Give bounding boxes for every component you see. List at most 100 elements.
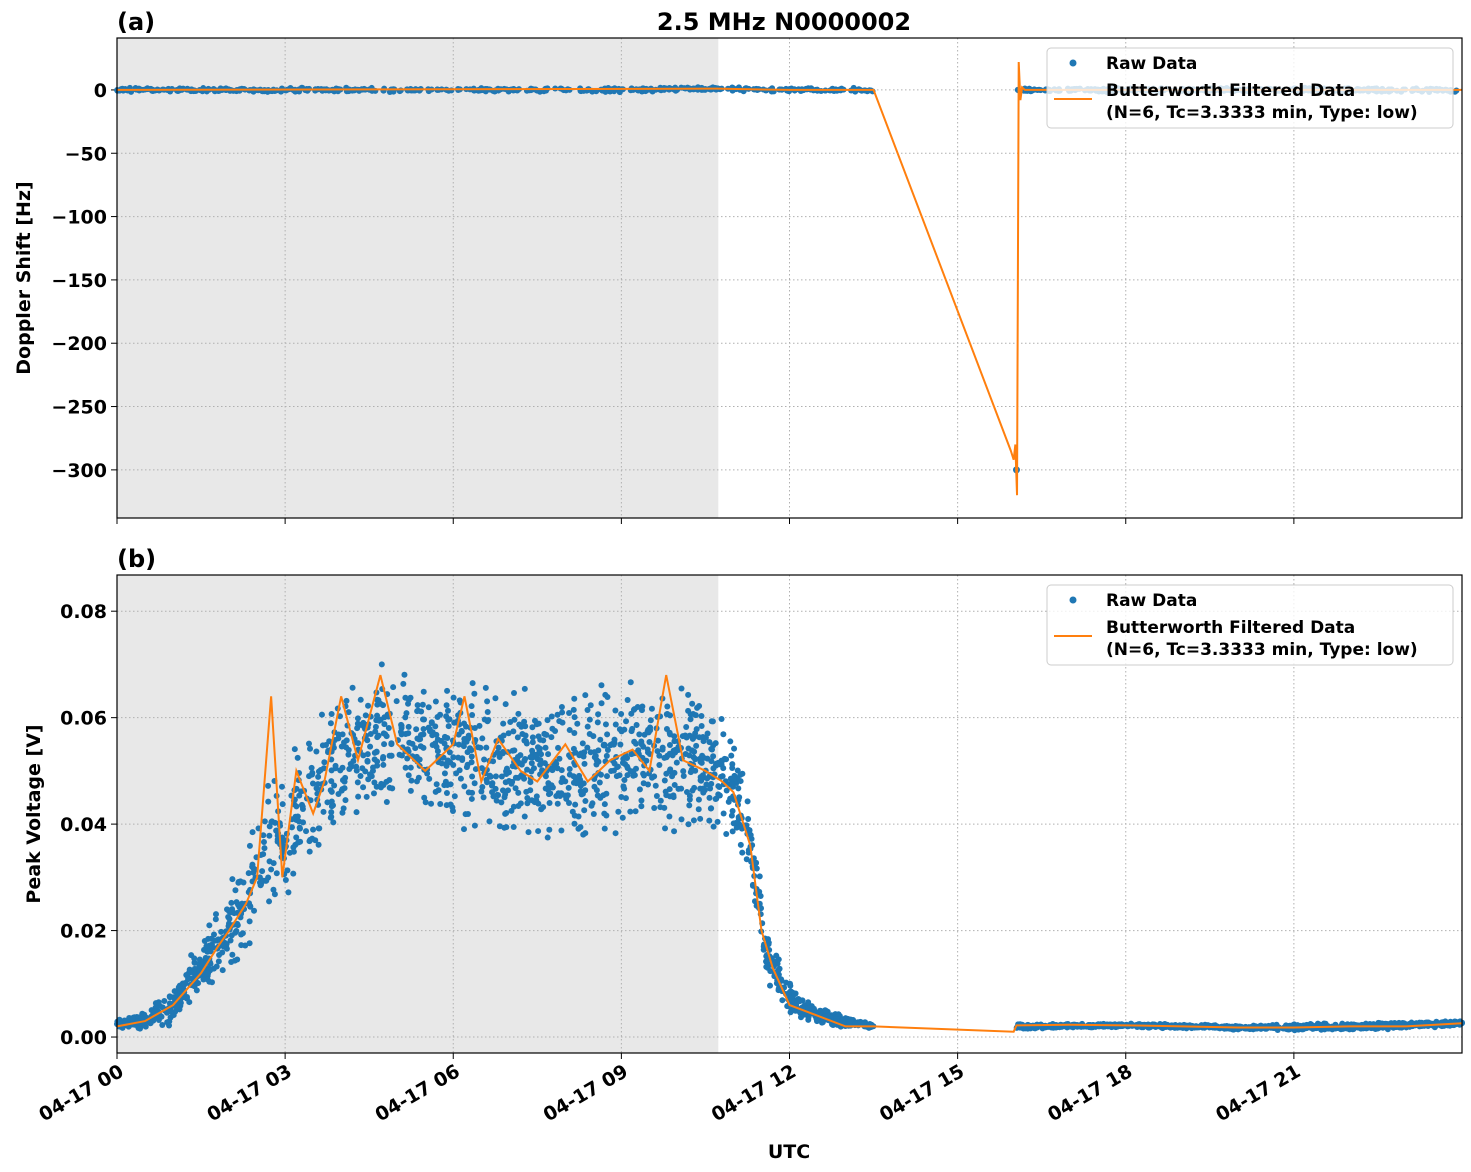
raw-point <box>318 711 325 718</box>
raw-point <box>326 738 333 745</box>
raw-point <box>306 848 313 855</box>
raw-point <box>232 929 239 936</box>
raw-point <box>218 928 225 935</box>
raw-point <box>500 720 507 727</box>
raw-point <box>166 1022 173 1029</box>
raw-point <box>670 792 677 799</box>
raw-point <box>390 684 397 691</box>
raw-point <box>389 785 396 792</box>
raw-point <box>572 775 579 782</box>
raw-point <box>357 772 364 779</box>
raw-point <box>607 742 614 749</box>
raw-point <box>596 779 603 786</box>
raw-point <box>680 768 687 775</box>
raw-point <box>666 813 673 820</box>
y-tick-label: 0 <box>94 80 107 102</box>
raw-point <box>621 726 628 733</box>
raw-point <box>627 768 634 775</box>
y-tick-label: −200 <box>51 333 107 355</box>
raw-point <box>354 779 361 786</box>
raw-point <box>450 761 457 768</box>
raw-point <box>429 741 436 748</box>
raw-point <box>633 721 640 728</box>
raw-point <box>181 981 188 988</box>
raw-point <box>315 768 322 775</box>
raw-point <box>293 803 300 810</box>
raw-point <box>527 754 534 761</box>
raw-point <box>413 778 420 785</box>
raw-point <box>510 728 517 735</box>
raw-point <box>151 1008 158 1015</box>
raw-point <box>355 793 362 800</box>
y-tick-label: 0.00 <box>60 1027 107 1049</box>
raw-point <box>822 1007 829 1014</box>
raw-point <box>398 731 405 738</box>
raw-point <box>686 802 693 809</box>
raw-point <box>481 716 488 723</box>
raw-point <box>720 810 727 817</box>
raw-point <box>339 777 346 784</box>
raw-point <box>579 740 586 747</box>
raw-point <box>624 696 631 703</box>
raw-point <box>588 802 595 809</box>
raw-point <box>775 956 782 963</box>
raw-point <box>136 1025 143 1032</box>
raw-point <box>771 958 778 965</box>
raw-point <box>405 723 412 730</box>
raw-point <box>507 719 514 726</box>
raw-point <box>663 770 670 777</box>
raw-point <box>212 911 219 918</box>
raw-point <box>415 707 422 714</box>
raw-point <box>167 994 174 1001</box>
raw-point <box>516 721 523 728</box>
raw-point <box>671 828 678 835</box>
raw-point <box>445 723 452 730</box>
raw-point <box>290 844 297 851</box>
raw-point <box>710 753 717 760</box>
raw-point <box>159 1022 166 1029</box>
raw-point <box>371 756 378 763</box>
raw-point <box>591 754 598 761</box>
raw-point <box>425 704 432 711</box>
raw-point <box>632 808 639 815</box>
legend: Raw Data Butterworth Filtered Data(N=6, T… <box>1046 584 1454 666</box>
y-axis-label: Peak Voltage [V] <box>23 724 45 903</box>
raw-point <box>437 801 444 808</box>
filtered-line <box>116 674 1463 1033</box>
raw-point <box>779 997 786 1004</box>
raw-point <box>486 818 493 825</box>
raw-point <box>566 766 573 773</box>
raw-point <box>426 775 433 782</box>
night-shading <box>117 38 719 518</box>
raw-point <box>805 1005 812 1012</box>
raw-point <box>649 774 656 781</box>
raw-point <box>238 900 245 907</box>
raw-point <box>310 826 317 833</box>
raw-point <box>365 702 372 709</box>
raw-point <box>653 793 660 800</box>
raw-point <box>521 775 528 782</box>
raw-point <box>527 779 534 786</box>
legend: Raw Data Butterworth Filtered Data(N=6, T… <box>1046 47 1454 129</box>
raw-point <box>544 717 551 724</box>
raw-point <box>657 804 664 811</box>
raw-point <box>698 723 705 730</box>
raw-point <box>651 805 658 812</box>
raw-point <box>364 757 371 764</box>
raw-point <box>546 826 553 833</box>
raw-point <box>556 718 563 725</box>
raw-point <box>155 999 162 1006</box>
raw-point <box>195 980 202 987</box>
raw-point <box>515 774 522 781</box>
raw-point <box>331 782 338 789</box>
raw-point <box>320 765 327 772</box>
raw-point <box>251 907 258 914</box>
raw-point <box>675 785 682 792</box>
raw-point <box>581 807 588 814</box>
raw-point <box>638 707 645 714</box>
raw-point <box>652 782 659 789</box>
raw-point <box>309 769 316 776</box>
raw-point <box>206 922 213 929</box>
raw-point <box>268 866 275 873</box>
raw-point <box>413 726 420 733</box>
